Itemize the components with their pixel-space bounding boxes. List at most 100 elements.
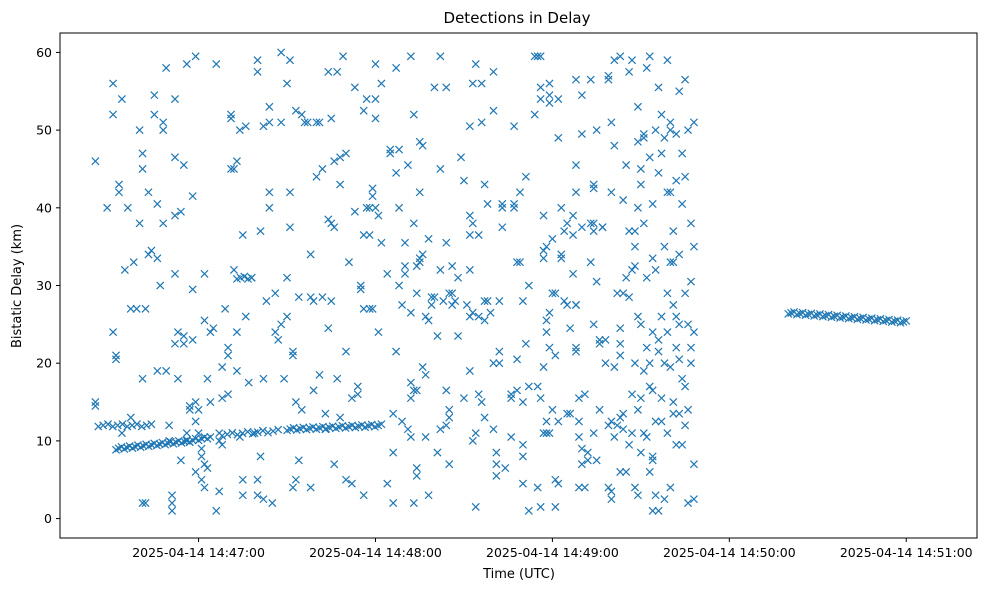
detection-point: [238, 230, 247, 240]
y-tick-label: 30: [36, 278, 52, 293]
detection-point: [238, 491, 247, 500]
detection-point: [421, 432, 430, 442]
detection-point: [571, 75, 581, 84]
detection-point: [309, 386, 318, 395]
detection-point: [657, 417, 666, 426]
detection-point: [126, 304, 135, 313]
detection-point: [182, 436, 191, 445]
detection-point: [604, 71, 613, 80]
detection-point: [630, 242, 639, 251]
detection-point: [654, 335, 663, 344]
detection-point: [627, 265, 637, 274]
detection-point: [135, 126, 144, 135]
detection-point: [427, 293, 436, 302]
detection-point: [471, 60, 480, 69]
y-axis-title: Bistatic Delay (km): [10, 224, 25, 348]
detection-point: [170, 339, 180, 348]
detection-point: [109, 328, 118, 337]
detection-point: [406, 52, 415, 61]
detection-point: [471, 429, 480, 438]
detection-point: [430, 83, 439, 92]
detection-point: [150, 110, 159, 119]
detection-point: [524, 382, 533, 391]
detection-point: [109, 110, 118, 119]
detection-point: [589, 429, 598, 438]
axes-frame: [59, 32, 978, 539]
detection-point: [377, 238, 386, 247]
detection-point: [359, 106, 368, 115]
detection-point: [574, 417, 583, 426]
detection-point: [551, 289, 560, 298]
detection-point: [492, 460, 501, 469]
detection-point: [141, 304, 150, 313]
detection-point: [468, 219, 477, 228]
detection-point: [669, 409, 678, 418]
detection-point: [327, 297, 336, 306]
detection-point: [436, 425, 445, 434]
detection-point: [241, 312, 250, 321]
detection-point: [150, 91, 159, 100]
detection-point: [433, 331, 442, 341]
detection-point: [188, 192, 197, 201]
detection-point: [639, 366, 648, 375]
detection-point: [259, 374, 268, 383]
detection-point: [551, 502, 560, 511]
detection-point: [103, 420, 113, 429]
detection-point: [636, 448, 645, 457]
detection-point: [137, 422, 146, 431]
detection-point: [654, 506, 663, 515]
detection-point: [120, 265, 129, 274]
detection-point: [577, 444, 586, 453]
detection-point: [678, 199, 687, 208]
y-tick-label: 40: [36, 200, 52, 215]
detection-point: [179, 161, 188, 170]
detection-point: [365, 304, 374, 313]
detection-point: [362, 95, 371, 104]
detection-point: [159, 118, 168, 127]
detection-point: [209, 324, 218, 333]
detection-point: [179, 339, 188, 348]
detection-point: [513, 355, 522, 364]
detection-point: [412, 464, 421, 473]
detection-point: [580, 390, 589, 399]
detection-point: [530, 52, 539, 61]
detection-point: [483, 199, 492, 208]
detection-point: [224, 343, 233, 352]
detection-point: [371, 60, 380, 69]
x-tick-label: 2025-04-14 14:49:00: [486, 545, 619, 560]
detection-point: [159, 126, 168, 135]
detection-point: [483, 297, 492, 306]
detection-point: [244, 378, 253, 387]
detection-point: [288, 483, 297, 492]
detection-point: [392, 168, 401, 177]
detection-point: [173, 374, 182, 383]
y-tick-label: 10: [36, 433, 52, 448]
detection-point: [258, 426, 267, 435]
detection-point: [271, 289, 280, 298]
detection-point: [123, 203, 132, 212]
detection-point: [212, 506, 221, 515]
detection-point: [560, 227, 569, 236]
detection-point: [203, 464, 212, 473]
detection-point: [864, 315, 873, 324]
detection-point: [283, 273, 292, 282]
detection-point: [636, 320, 645, 329]
detection-point: [795, 309, 804, 318]
detection-point: [468, 308, 477, 317]
detection-point: [589, 219, 598, 228]
detection-point: [268, 499, 277, 508]
detection-point: [636, 180, 645, 189]
detection-point: [657, 394, 666, 403]
detection-point: [669, 258, 678, 267]
detection-point: [333, 67, 342, 76]
detection-point: [392, 347, 401, 356]
detection-point: [238, 475, 247, 484]
detection-point: [465, 230, 474, 240]
detection-point: [359, 491, 368, 500]
detection-point: [386, 149, 395, 158]
detection-point: [589, 320, 598, 329]
detection-point: [681, 75, 690, 84]
detection-point: [232, 157, 241, 166]
detection-point: [586, 75, 595, 84]
detection-point: [498, 223, 507, 232]
